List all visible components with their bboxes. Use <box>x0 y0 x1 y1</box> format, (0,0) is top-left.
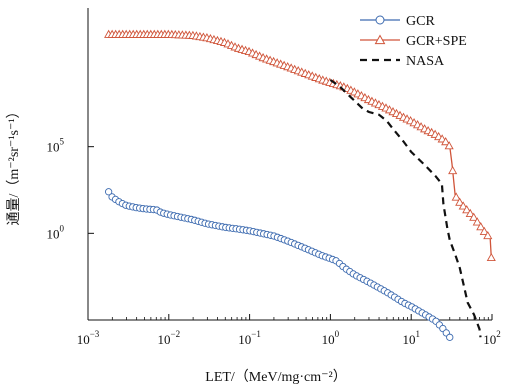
legend-marker <box>375 15 385 25</box>
data-point <box>455 197 465 206</box>
y-tick-label: 105 <box>47 137 65 155</box>
data-point <box>486 252 496 262</box>
series-gcr-spe <box>104 29 496 262</box>
x-tick-label: 10−2 <box>158 329 181 347</box>
x-tick-label: 102 <box>483 329 501 347</box>
legend-label: NASA <box>406 54 445 69</box>
data-point <box>472 217 482 226</box>
x-axis-title: LET/（MeV/mg·cm⁻²） <box>205 369 346 385</box>
legend-item: GCR <box>360 14 435 29</box>
x-tick-label: 10−1 <box>238 329 261 347</box>
series-line <box>329 79 482 338</box>
legend-label: GCR <box>406 14 435 29</box>
data-point <box>476 222 486 231</box>
data-point <box>483 230 493 240</box>
legend-marker <box>374 34 386 45</box>
series-layer <box>104 29 496 341</box>
legend-item: NASA <box>360 54 445 69</box>
data-point <box>441 136 451 146</box>
data-point <box>446 333 454 341</box>
y-axis-title: 通量/（m⁻²sr⁻¹s⁻¹） <box>6 104 22 225</box>
x-tick-label: 100 <box>322 329 340 347</box>
legend: GCR GCR+SPE NASA <box>360 14 467 69</box>
series-nasa <box>329 79 482 338</box>
data-point <box>469 212 479 221</box>
data-point <box>444 141 454 150</box>
data-point <box>104 188 113 196</box>
x-tick-label: 101 <box>402 329 420 347</box>
data-point <box>465 208 475 218</box>
data-point <box>458 201 468 210</box>
series-gcr <box>104 188 454 341</box>
data-point <box>448 165 458 175</box>
data-point <box>462 205 472 214</box>
data-point <box>479 226 489 235</box>
data-point <box>451 192 461 201</box>
y-tick-label: 100 <box>47 223 65 241</box>
legend-label: GCR+SPE <box>406 34 467 49</box>
x-tick-label: 10−3 <box>77 329 100 347</box>
legend-item: GCR+SPE <box>360 34 467 49</box>
